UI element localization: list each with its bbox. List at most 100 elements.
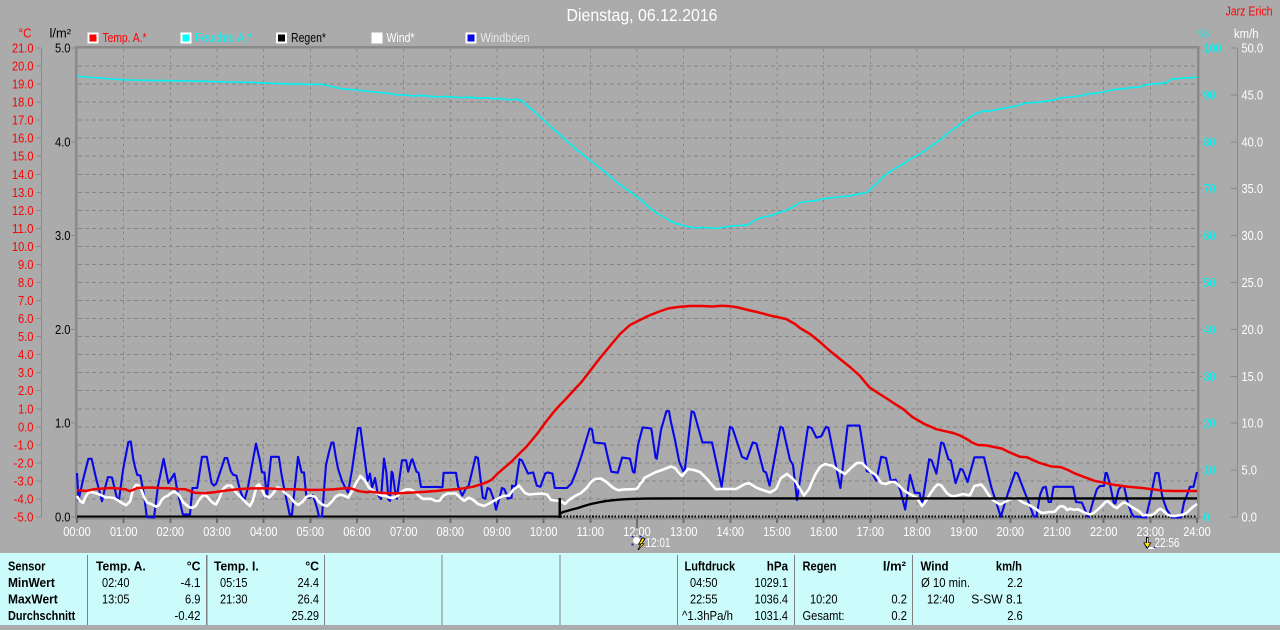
svg-text:3.0: 3.0 — [18, 365, 34, 380]
svg-text:22:56: 22:56 — [1155, 535, 1180, 550]
svg-text:35.0: 35.0 — [1242, 181, 1264, 196]
svg-text:00:00: 00:00 — [63, 524, 91, 539]
svg-text:6.0: 6.0 — [18, 311, 34, 326]
svg-text:03:00: 03:00 — [203, 524, 231, 539]
svg-text:0.2: 0.2 — [891, 608, 907, 623]
svg-text:24.4: 24.4 — [298, 575, 320, 590]
svg-text:20:00: 20:00 — [997, 524, 1025, 539]
svg-text:8.0: 8.0 — [18, 275, 34, 290]
svg-text:10.0: 10.0 — [12, 239, 34, 254]
svg-text:Windböen: Windböen — [481, 30, 530, 45]
svg-text:1029.1: 1029.1 — [755, 575, 789, 590]
svg-text:-4.1: -4.1 — [181, 575, 201, 590]
svg-text:09:00: 09:00 — [483, 524, 511, 539]
svg-text:40.0: 40.0 — [1242, 134, 1264, 149]
svg-text:21.0: 21.0 — [12, 41, 34, 56]
svg-text:Regen*: Regen* — [291, 30, 326, 45]
svg-text:14:00: 14:00 — [717, 524, 745, 539]
svg-text:Dienstag, 06.12.2016: Dienstag, 06.12.2016 — [567, 5, 718, 25]
svg-text:5.0: 5.0 — [18, 329, 34, 344]
svg-text:9.0: 9.0 — [18, 257, 34, 272]
svg-text:5.0: 5.0 — [1242, 463, 1258, 478]
svg-text:0.0: 0.0 — [55, 510, 71, 525]
svg-text:2.6: 2.6 — [1007, 608, 1023, 623]
svg-text:Sensor: Sensor — [8, 559, 45, 574]
svg-text:12:01: 12:01 — [646, 535, 671, 550]
svg-text:04:00: 04:00 — [250, 524, 278, 539]
svg-text:04:50: 04:50 — [690, 575, 718, 590]
svg-text:06:00: 06:00 — [343, 524, 371, 539]
svg-text:20.0: 20.0 — [12, 59, 34, 74]
svg-text:hPa: hPa — [767, 559, 789, 574]
svg-text:80: 80 — [1204, 134, 1216, 149]
svg-text:Regen: Regen — [803, 559, 837, 574]
svg-text:18.0: 18.0 — [12, 95, 34, 110]
svg-text:MaxWert: MaxWert — [8, 592, 58, 607]
svg-text:07:00: 07:00 — [390, 524, 418, 539]
svg-text:l/m²: l/m² — [50, 26, 72, 41]
svg-text:3.0: 3.0 — [55, 228, 71, 243]
svg-text:19.0: 19.0 — [12, 77, 34, 92]
svg-text:0.0: 0.0 — [18, 419, 34, 434]
svg-text:Wind*: Wind* — [387, 30, 415, 45]
svg-text:05:15: 05:15 — [220, 575, 248, 590]
svg-text:23:00: 23:00 — [1137, 524, 1165, 539]
svg-text:14.0: 14.0 — [12, 167, 34, 182]
svg-text:11:00: 11:00 — [577, 524, 605, 539]
svg-text:-0.42: -0.42 — [175, 608, 201, 623]
svg-text:10.0: 10.0 — [1242, 416, 1264, 431]
svg-text:22:55: 22:55 — [690, 592, 718, 607]
svg-text:17.0: 17.0 — [12, 113, 34, 128]
svg-text:100: 100 — [1204, 41, 1222, 56]
svg-text:10:00: 10:00 — [530, 524, 558, 539]
svg-text:2.0: 2.0 — [18, 383, 34, 398]
svg-text:15.0: 15.0 — [1242, 369, 1264, 384]
svg-text:Temp. A.*: Temp. A.* — [103, 30, 147, 45]
svg-text:50.0: 50.0 — [1242, 41, 1264, 56]
svg-text:1.0: 1.0 — [55, 416, 71, 431]
svg-text:0.0: 0.0 — [1242, 510, 1258, 525]
svg-text:°C: °C — [305, 559, 319, 574]
svg-text:Temp. I.: Temp. I. — [214, 559, 259, 574]
svg-text:Wind: Wind — [921, 559, 949, 574]
svg-text:Ø 10 min.: Ø 10 min. — [921, 575, 970, 590]
svg-text:Durchschnitt: Durchschnitt — [8, 608, 76, 623]
svg-text:6.9: 6.9 — [185, 592, 201, 607]
svg-text:l/m²: l/m² — [883, 559, 907, 574]
svg-text:-4.0: -4.0 — [14, 492, 34, 507]
svg-text:-1.0: -1.0 — [14, 437, 34, 452]
svg-text:30: 30 — [1204, 369, 1216, 384]
svg-text:11.0: 11.0 — [12, 221, 34, 236]
svg-text:^1.3hPa/h: ^1.3hPa/h — [682, 608, 733, 623]
svg-text:26.4: 26.4 — [298, 592, 320, 607]
svg-text:Temp. A.: Temp. A. — [96, 559, 146, 574]
svg-text:-3.0: -3.0 — [14, 473, 34, 488]
svg-text:16:00: 16:00 — [810, 524, 838, 539]
svg-text:60: 60 — [1204, 228, 1216, 243]
svg-text:13:00: 13:00 — [670, 524, 698, 539]
svg-text:2.0: 2.0 — [55, 322, 71, 337]
svg-text:16.0: 16.0 — [12, 131, 34, 146]
svg-text:70: 70 — [1204, 181, 1216, 196]
svg-text:21:30: 21:30 — [220, 592, 248, 607]
svg-text:Gesamt:: Gesamt: — [803, 608, 845, 623]
svg-text:02:00: 02:00 — [157, 524, 185, 539]
svg-text:12.0: 12.0 — [12, 203, 34, 218]
svg-text:4.0: 4.0 — [18, 347, 34, 362]
svg-text:15:00: 15:00 — [763, 524, 791, 539]
svg-text:25.29: 25.29 — [292, 608, 320, 623]
svg-text:10:20: 10:20 — [810, 592, 838, 607]
svg-text:°C: °C — [187, 559, 201, 574]
svg-text:Jarz Erich: Jarz Erich — [1226, 4, 1273, 19]
svg-text:40: 40 — [1204, 322, 1216, 337]
svg-text:S-SW 8.1: S-SW 8.1 — [971, 592, 1023, 607]
svg-text:km/h: km/h — [996, 559, 1022, 574]
svg-text:MinWert: MinWert — [8, 575, 55, 590]
svg-text:0: 0 — [1204, 510, 1210, 525]
svg-text:2.2: 2.2 — [1007, 575, 1023, 590]
svg-text:1036.4: 1036.4 — [755, 592, 789, 607]
svg-text:90: 90 — [1204, 87, 1216, 102]
svg-text:22:00: 22:00 — [1090, 524, 1118, 539]
svg-text:4.0: 4.0 — [55, 134, 71, 149]
svg-text:15.0: 15.0 — [12, 149, 34, 164]
